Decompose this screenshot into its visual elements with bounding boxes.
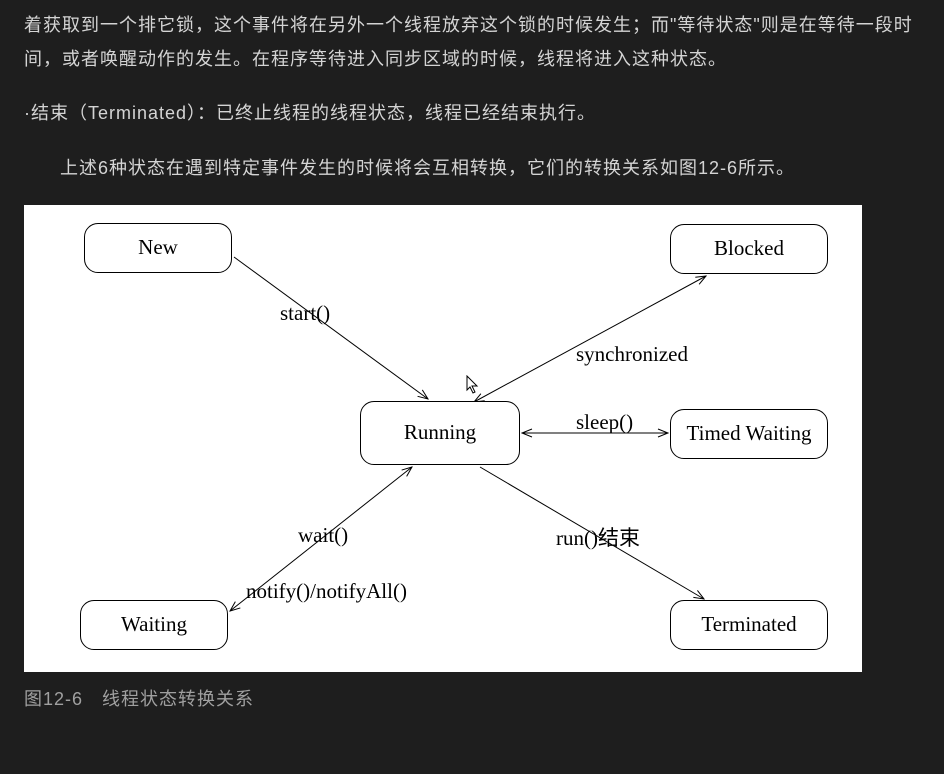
node-new: New [84, 223, 232, 273]
node-timedwaiting-label: Timed Waiting [687, 414, 812, 454]
edge-label-synchronized: synchronized [576, 335, 688, 375]
node-blocked-label: Blocked [714, 229, 784, 269]
edge-label-notify: notify()/notifyAll() [246, 572, 407, 612]
node-terminated-label: Terminated [701, 605, 796, 645]
node-timedwaiting: Timed Waiting [670, 409, 828, 459]
edge-new-running [234, 257, 428, 399]
paragraph-3-text: 上述6种状态在遇到特定事件发生的时候将会互相转换，它们的转换关系如图12-6所示… [60, 158, 795, 178]
node-blocked: Blocked [670, 224, 828, 274]
node-running: Running [360, 401, 520, 465]
node-new-label: New [138, 228, 178, 268]
node-terminated: Terminated [670, 600, 828, 650]
edge-label-run-end: run()结束 [556, 519, 640, 559]
mouse-cursor-icon [466, 375, 480, 395]
edge-label-wait: wait() [298, 516, 348, 556]
node-waiting: Waiting [80, 600, 228, 650]
node-running-label: Running [404, 413, 476, 453]
paragraph-1: 着获取到一个排它锁，这个事件将在另外一个线程放弃这个锁的时候发生；而"等待状态"… [24, 8, 920, 76]
figure-caption: 图12-6 线程状态转换关系 [24, 682, 920, 716]
paragraph-2: ·结束（Terminated）：已终止线程的线程状态，线程已经结束执行。 [24, 96, 920, 130]
edge-label-sleep: sleep() [576, 403, 633, 443]
thread-state-diagram: New Blocked Running Timed Waiting Waitin… [24, 205, 862, 672]
node-waiting-label: Waiting [121, 605, 187, 645]
paragraph-3: 上述6种状态在遇到特定事件发生的时候将会互相转换，它们的转换关系如图12-6所示… [24, 151, 920, 185]
edge-label-start: start() [280, 294, 330, 334]
